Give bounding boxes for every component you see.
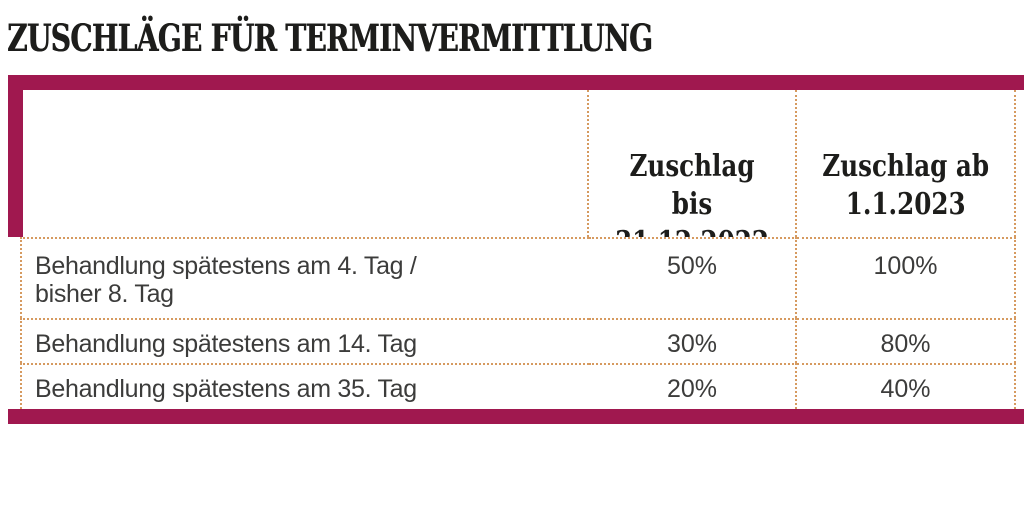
table-grid: Zuschlag bis 31.12.2022 Zuschlag ab 1.1.…	[20, 90, 1016, 409]
row3-label: Behandlung spätestens am 35. Tag	[20, 363, 589, 409]
row2-label: Behandlung spätestens am 14. Tag	[20, 318, 589, 363]
row1-label: Behandlung spätestens am 4. Tag / bisher…	[20, 237, 589, 318]
surcharge-table: Zuschlag bis 31.12.2022 Zuschlag ab 1.1.…	[8, 75, 1024, 425]
table-top-border-bar	[8, 75, 1024, 90]
header-cell-zuschlag-bis: Zuschlag bis 31.12.2022	[589, 90, 797, 237]
header-cell-empty	[20, 90, 589, 237]
row2-value-bis: 30%	[589, 318, 797, 363]
row1-value-bis: 50%	[589, 237, 797, 318]
row2-value-ab: 80%	[797, 318, 1016, 363]
header-cell-zuschlag-ab: Zuschlag ab 1.1.2023	[797, 90, 1016, 237]
header-label-zuschlag-bis: Zuschlag bis 31.12.2022	[615, 149, 769, 237]
row3-value-bis: 20%	[589, 363, 797, 409]
page-title: ZUSCHLÄGE FÜR TERMINVERMITTLUNG	[7, 16, 653, 60]
table-bottom-border-bar	[8, 409, 1024, 424]
row3-value-ab: 40%	[797, 363, 1016, 409]
table-left-border-bar	[8, 75, 23, 237]
header-label-zuschlag-ab: Zuschlag ab 1.1.2023	[822, 149, 989, 222]
row1-value-ab: 100%	[797, 237, 1016, 318]
